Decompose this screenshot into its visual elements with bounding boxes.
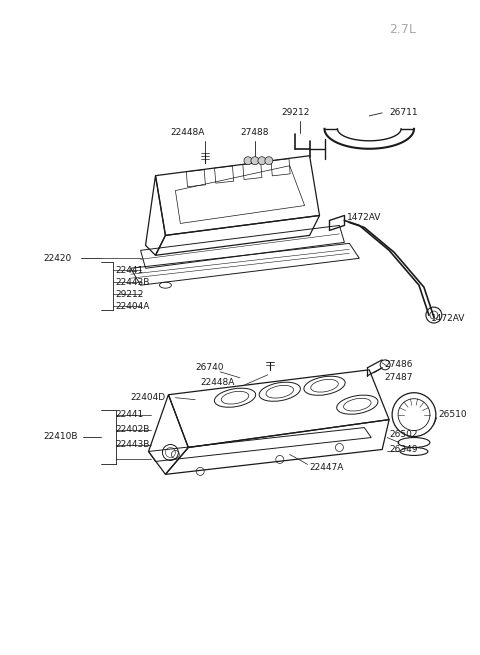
Text: 26349: 26349 [389, 445, 418, 454]
Text: 29212: 29212 [282, 109, 310, 117]
Text: 27486: 27486 [384, 360, 413, 369]
Text: 22402B: 22402B [116, 425, 150, 434]
Text: 26502: 26502 [389, 430, 418, 439]
Text: 29212: 29212 [116, 290, 144, 299]
Text: 26510: 26510 [439, 410, 468, 419]
Text: 22404D: 22404D [131, 393, 166, 402]
Circle shape [251, 157, 259, 164]
Text: 22410B: 22410B [43, 432, 78, 441]
Text: 22443B: 22443B [116, 278, 150, 287]
Text: 22404A: 22404A [116, 301, 150, 310]
Text: 27488: 27488 [240, 128, 268, 138]
Text: 22443B: 22443B [116, 440, 150, 449]
Text: 1472AV: 1472AV [348, 213, 382, 222]
Text: 22441: 22441 [116, 266, 144, 274]
Text: 27487: 27487 [384, 373, 413, 383]
Text: 2.7L: 2.7L [389, 23, 416, 36]
Circle shape [244, 157, 252, 164]
Circle shape [265, 157, 273, 164]
Text: 22441: 22441 [116, 410, 144, 419]
Text: 1472AV: 1472AV [431, 314, 465, 322]
Circle shape [258, 157, 266, 164]
Text: 22447A: 22447A [310, 463, 344, 472]
Text: 26740: 26740 [195, 364, 224, 372]
Text: 22448A: 22448A [200, 379, 235, 387]
Text: 26711: 26711 [389, 109, 418, 117]
Text: 22420: 22420 [43, 253, 72, 263]
Text: 22448A: 22448A [170, 128, 205, 138]
